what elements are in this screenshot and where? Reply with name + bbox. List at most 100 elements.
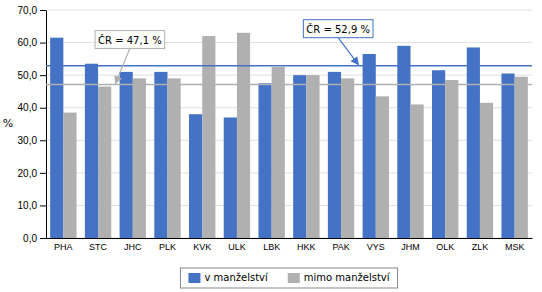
- chart-svg: 0,0 10,0 20,0 30,0 40,0 50,0 60,0 70,0% PHA STC JH…: [0, 0, 542, 292]
- y-tick-label: 30,0: [18, 135, 38, 146]
- x-tick: PHA: [54, 238, 73, 252]
- bar: [432, 70, 445, 238]
- bar: [154, 72, 167, 238]
- bar: [189, 114, 202, 238]
- x-tick-label: PAK: [332, 242, 349, 252]
- bar: [341, 78, 354, 238]
- x-tick: VYS: [367, 238, 385, 252]
- annotation-arrow: [115, 49, 129, 84]
- y-tick-label: 70,0: [18, 5, 38, 16]
- bar: [258, 83, 271, 238]
- x-axis: PHA STC JHC PLK KVK ULK LBK HKK PAK VYS JHM OLK ZLK M…: [47, 238, 533, 252]
- legend-item: mimo manželství: [288, 272, 391, 283]
- y-tick: 40,0: [18, 102, 46, 113]
- legend: v manželství mimo manželství: [180, 268, 397, 288]
- grid-line: [46, 172, 532, 173]
- grid-line: [46, 107, 532, 108]
- legend-label: v manželství: [204, 272, 269, 283]
- x-tick: HKK: [297, 238, 316, 252]
- legend-box: [180, 268, 397, 288]
- x-tick-label: MSK: [505, 242, 525, 252]
- y-tick: 30,0: [18, 135, 46, 146]
- y-tick-label: 60,0: [18, 37, 38, 48]
- bar: [376, 96, 389, 238]
- y-axis-title: %: [3, 117, 13, 130]
- x-tick: LBK: [263, 238, 280, 252]
- grid-line: [46, 238, 532, 239]
- bar-series: [50, 38, 514, 238]
- grid-line: [46, 10, 532, 11]
- y-tick-mark: [40, 43, 46, 44]
- x-axis-line: [47, 238, 533, 239]
- x-tick-label: PLK: [159, 242, 176, 252]
- x-tick: KVK: [193, 238, 211, 252]
- bar: [411, 104, 424, 238]
- y-tick: 20,0: [18, 168, 46, 179]
- legend-item: v manželství: [188, 272, 269, 283]
- y-tick-label: 10,0: [18, 200, 38, 211]
- annotations: ČR = 47,1 % ČR = 52,9 %: [95, 20, 373, 84]
- reference-line: [46, 84, 532, 86]
- annotation-box: [303, 20, 373, 38]
- x-tick: JHC: [124, 238, 142, 252]
- x-tick: ULK: [228, 238, 246, 252]
- annotation: ČR = 52,9 %: [303, 20, 373, 65]
- y-tick-mark: [40, 10, 46, 11]
- x-tick-label: ULK: [228, 242, 246, 252]
- chart-container: 0,0 10,0 20,0 30,0 40,0 50,0 60,0 70,0% PHA STC JH…: [0, 0, 542, 292]
- reference-line: [46, 65, 532, 67]
- bar: [397, 46, 410, 238]
- y-tick-mark: [40, 205, 46, 206]
- bar: [445, 80, 458, 238]
- bar: [501, 74, 514, 238]
- y-tick-mark: [40, 75, 46, 76]
- x-tick: PAK: [332, 238, 349, 252]
- y-tick-label: 50,0: [18, 70, 38, 81]
- grid: [46, 10, 532, 238]
- annotation-box: [95, 31, 165, 49]
- y-axis-line: [46, 11, 47, 239]
- y-tick: 10,0: [18, 200, 46, 211]
- bar: [328, 72, 341, 238]
- bar: [120, 72, 133, 238]
- x-tick-label: HKK: [297, 242, 316, 252]
- x-tick-label: PHA: [54, 242, 73, 252]
- annotation-text: ČR = 47,1 %: [98, 34, 162, 46]
- y-axis: 0,0 10,0 20,0 30,0 40,0 50,0 60,0 70,0: [18, 5, 47, 244]
- annotation-arrow: [338, 38, 358, 65]
- legend-swatch: [288, 273, 300, 283]
- bar: [224, 117, 237, 238]
- bar: [515, 77, 528, 238]
- x-tick-label: VYS: [367, 242, 385, 252]
- y-tick-label: 20,0: [18, 168, 38, 179]
- bar: [50, 38, 63, 238]
- x-tick: ZLK: [472, 238, 489, 252]
- y-tick-mark: [40, 173, 46, 174]
- plot-area: [46, 33, 532, 238]
- y-tick: 50,0: [18, 70, 46, 81]
- bar: [63, 113, 76, 238]
- bar: [98, 87, 111, 238]
- y-tick-mark: [40, 140, 46, 141]
- y-tick: 0,0: [23, 233, 46, 244]
- x-tick: STC: [89, 238, 108, 252]
- x-tick: OLK: [436, 238, 454, 252]
- x-tick-label: LBK: [263, 242, 280, 252]
- x-tick: MSK: [505, 238, 525, 252]
- x-tick-label: OLK: [436, 242, 454, 252]
- grid-line: [46, 205, 532, 206]
- y-tick-label: 40,0: [18, 102, 38, 113]
- x-tick-label: JHC: [124, 242, 142, 252]
- y-tick-label: 0,0: [23, 233, 37, 244]
- y-tick: 60,0: [18, 37, 46, 48]
- grid-line: [46, 140, 532, 141]
- bar: [363, 54, 376, 238]
- y-tick-mark: [40, 108, 46, 109]
- bar: [480, 103, 493, 238]
- bar: [306, 75, 319, 238]
- bar: [237, 33, 250, 238]
- bar: [85, 64, 98, 238]
- x-tick: JHM: [401, 238, 420, 252]
- annotation: ČR = 47,1 %: [95, 31, 165, 84]
- x-tick-label: KVK: [193, 242, 211, 252]
